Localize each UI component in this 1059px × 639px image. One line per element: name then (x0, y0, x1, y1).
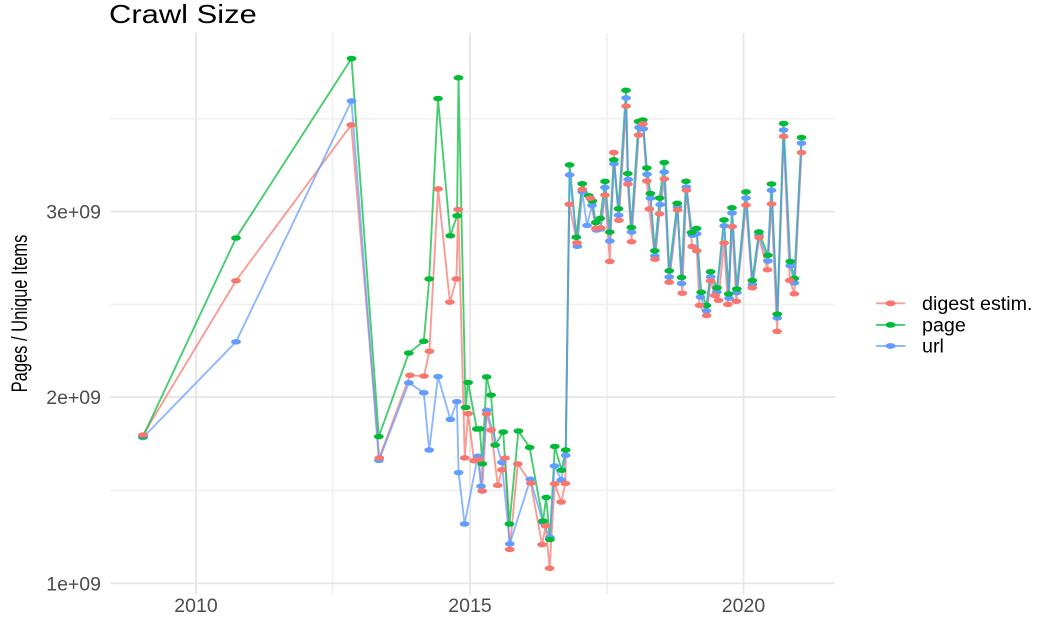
svg-text:3e+09: 3e+09 (46, 202, 101, 224)
svg-text:url: url (922, 336, 944, 358)
svg-text:2020: 2020 (722, 595, 766, 617)
svg-text:Crawl Size: Crawl Size (109, 0, 257, 29)
svg-text:2015: 2015 (448, 595, 492, 617)
svg-text:digest estim.: digest estim. (922, 293, 1033, 315)
svg-text:1e+09: 1e+09 (46, 573, 101, 595)
svg-text:page: page (922, 314, 966, 336)
svg-text:Pages / Unique Items: Pages / Unique Items (8, 234, 33, 392)
svg-text:2e+09: 2e+09 (46, 387, 101, 409)
svg-text:2010: 2010 (174, 595, 218, 617)
